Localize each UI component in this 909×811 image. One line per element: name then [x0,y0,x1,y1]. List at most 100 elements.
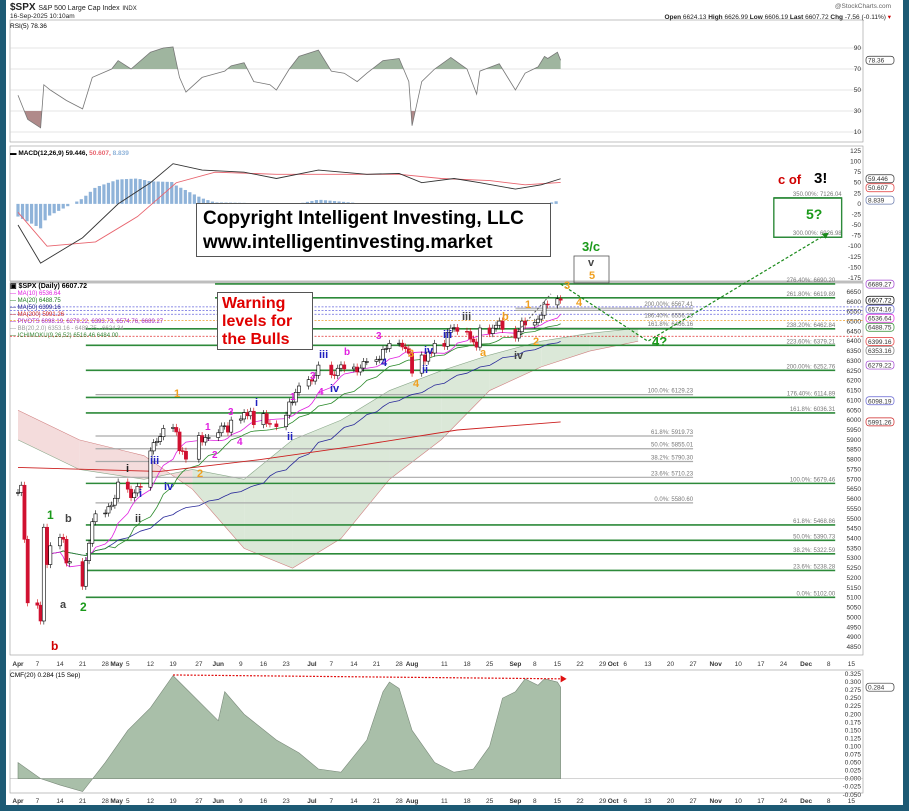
x-tick-label: 8 [827,798,831,805]
chg-value: -7.56 (-0.11%) [844,14,886,21]
candle-body [387,343,392,349]
macd-tick-label: 0 [857,201,861,208]
wave-label: c of [778,172,802,187]
x-tick-label: 7 [329,798,333,805]
macd-histogram-bar [332,201,337,204]
x-tick-label: May [110,798,123,805]
price-tick-label: 5500 [847,516,862,523]
wave-label: i [255,397,259,409]
x-tick-label: 14 [350,661,358,668]
candle-body [264,413,269,424]
macd-histogram-bar [102,184,106,204]
x-tick-label: 28 [102,798,110,805]
x-tick-label: 24 [780,798,788,805]
price-legend-item: — PIVOTS 6098.19, 6279.22, 6393.73, 6574… [10,319,164,325]
price-tick-label: 4850 [847,644,862,651]
candle-body [494,324,498,329]
x-tick-label: 8 [533,798,537,805]
x-tick-label: 29 [599,798,607,805]
candle-body [67,561,72,564]
x-tick-label: 14 [56,661,64,668]
candle-body [290,401,295,404]
fib-level-label: 300.00%: 6926.98 [793,231,842,237]
candle-body [477,327,482,348]
macd-value: 59.446, [65,150,88,157]
x-tick-label: 28 [102,661,110,668]
candle-body [452,327,456,329]
price-tick-label: 5900 [847,437,862,444]
candle-body [248,410,253,417]
x-tick-label: 8 [827,661,831,668]
x-tick-label: Jul [307,798,317,805]
macd-legend: ▬ MACD(12,26,9) 59.446, 50.607, 8.839 [10,150,129,157]
wave-label: a [60,599,67,611]
wave-label: ii [135,513,142,525]
fib-level-label: 50.0%: 5390.73 [793,534,836,540]
price-tag [865,322,895,332]
cmf-value-tag [865,682,895,692]
x-tick-label: Apr [12,798,24,805]
fib-level-label: 161.8%: 6036.31 [790,407,836,413]
price-tag [865,360,895,370]
cmf-legend: CMF(20) 0.284 (15 Sep) [10,672,80,680]
macd-histogram-bar [29,203,34,224]
candle-body [474,341,479,348]
price-tick-label: 5200 [847,575,862,582]
candle-body [242,412,247,420]
rsi-oversold-fill [18,111,561,128]
candle-body [226,425,230,433]
candle-body [377,358,382,361]
arrowhead-icon [821,232,829,239]
macd-histogram-bar [120,179,124,204]
macd-histogram-bar [179,187,183,204]
candle-body [116,481,121,499]
price-tick-label: 6000 [847,417,862,424]
macd-histogram-bar [84,195,88,204]
wave-label: i [139,488,143,500]
chg-label: Chg [830,14,844,21]
candle-body [19,484,24,493]
price-legend-item: ▣ $SPX (Daily) 6607.72 [10,283,88,290]
price-tick-label: 5250 [847,565,862,572]
wave-label: 2 [212,450,218,461]
macd-tick-label: -100 [848,243,861,250]
x-tick-label: 19 [169,661,177,668]
candle-body [245,412,250,417]
x-tick-label: 20 [667,798,675,805]
rsi-legend-text: RSI(5) 78.36 [10,23,47,30]
x-tick-label: Dec [800,661,812,668]
wave-label: 4 [318,387,324,398]
macd-histogram-bar [111,181,115,204]
price-legend: ▣ $SPX (Daily) 6607.72— MA(10) 6536.64— … [10,283,163,340]
macd-legend-label: MACD(12,26,9) [18,150,64,157]
symbol: $SPX [10,2,36,13]
x-tick-label: Jun [212,798,224,805]
macd-value-tag [865,183,895,193]
candle-body [542,303,547,316]
rsi-value-tag-text: 78.36 [868,58,885,65]
x-tick-label: Sep [509,798,521,805]
candle-body [381,349,385,360]
candle-body [83,560,88,587]
fib-level-label: 238.20%: 6462.84 [786,323,835,329]
candle-body [471,338,476,343]
macd-signal-line [17,171,561,247]
cmf-tick-label: 0.075 [845,752,862,759]
candle-body [25,539,30,604]
x-tick-label: 11 [441,798,448,805]
fib-level-label: 350.00%: 7126.04 [793,192,842,198]
wave-label: 1 [174,388,181,400]
exchange: INDX [122,6,137,12]
candle-body [135,486,140,494]
x-tick-label: May [110,661,123,668]
price-tick-label: 6050 [847,407,862,414]
cmf-value-tag-text: 0.284 [868,685,885,692]
rsi-tick-label: 90 [854,45,862,52]
ma20-line [43,323,561,556]
x-tick-label: 8 [533,661,537,668]
wave-label: b [65,513,72,525]
x-tick-label: 15 [554,798,562,805]
candle-body [161,428,166,438]
cloud-span-b [17,340,639,569]
chart-canvas[interactable]: Apr 7 14 21 28 May 5 12 19 27 Jun 9 16 23 Jul 7 14 21 28 Au… [6,0,903,805]
